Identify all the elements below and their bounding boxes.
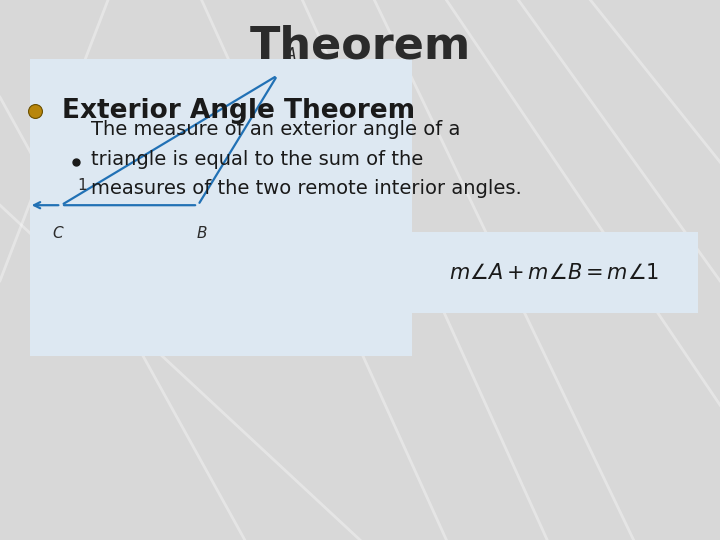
Text: Theorem: Theorem [249, 24, 471, 68]
Text: Exterior Angle Theorem: Exterior Angle Theorem [62, 98, 415, 124]
FancyBboxPatch shape [30, 59, 412, 356]
Text: 1: 1 [77, 178, 86, 193]
Text: B: B [197, 226, 207, 241]
Text: C: C [53, 226, 63, 241]
Text: $m\angle A + m\angle B = m\angle 1$: $m\angle A + m\angle B = m\angle 1$ [449, 262, 660, 283]
Text: A: A [286, 47, 296, 62]
Text: The measure of an exterior angle of a
triangle is equal to the sum of the
measur: The measure of an exterior angle of a tr… [91, 120, 522, 198]
FancyBboxPatch shape [410, 232, 698, 313]
